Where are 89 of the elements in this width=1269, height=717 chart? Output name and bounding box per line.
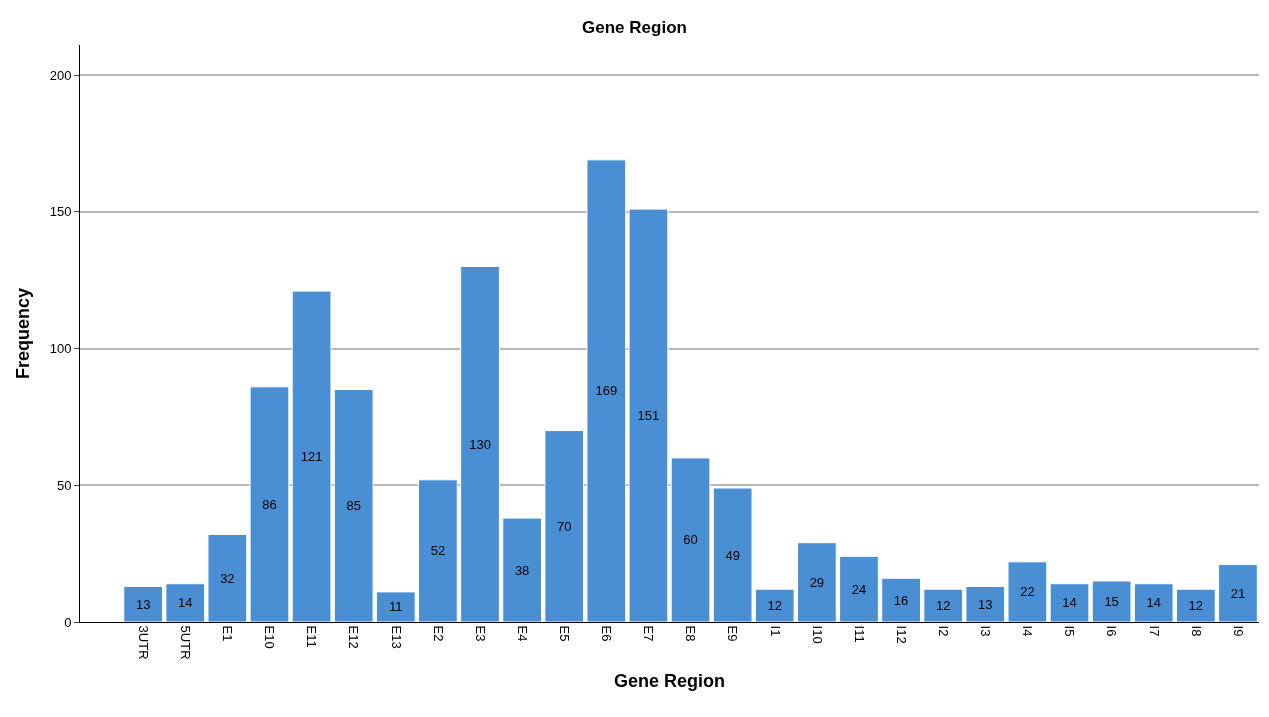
data-label: 151 <box>637 408 660 424</box>
x-tick-label: E6 <box>599 625 615 642</box>
x-tick-label: E9 <box>725 625 741 642</box>
x-tick-label: E5 <box>557 625 573 642</box>
data-label: 121 <box>300 449 323 465</box>
bar <box>249 386 290 622</box>
data-label: 14 <box>1062 595 1077 611</box>
x-tick-label: I4 <box>1020 625 1036 637</box>
y-tick-label: 150 <box>49 204 72 220</box>
y-tick-label: 0 <box>64 614 72 630</box>
data-label: 14 <box>1146 595 1161 611</box>
x-tick-label: E1 <box>220 625 236 642</box>
bar <box>1091 580 1132 622</box>
bar <box>1175 588 1216 622</box>
bar <box>502 517 542 622</box>
data-label: 14 <box>178 595 193 611</box>
x-tick-label: I6 <box>1104 625 1120 637</box>
x-tick-label: I3 <box>978 625 994 637</box>
x-tick-label: I1 <box>767 625 783 637</box>
bar <box>1007 561 1048 622</box>
data-label: 13 <box>135 596 151 612</box>
bar <box>544 430 585 622</box>
bar <box>712 487 753 622</box>
x-tick-label: I8 <box>1188 625 1204 637</box>
x-tick-label: E2 <box>430 625 446 642</box>
y-tick-label: 200 <box>49 67 72 83</box>
bar <box>333 389 374 622</box>
x-tick-label: E7 <box>641 625 657 642</box>
y-tick-label: 50 <box>56 477 72 493</box>
data-label: 52 <box>430 543 446 559</box>
data-label: 13 <box>978 596 993 612</box>
bar <box>628 208 669 622</box>
x-tick-label: E12 <box>346 625 362 649</box>
bar <box>797 542 837 622</box>
bar <box>460 266 500 622</box>
data-label: 16 <box>893 592 909 608</box>
x-tick-label: I11 <box>851 625 867 643</box>
data-label: 49 <box>725 547 740 563</box>
data-label: 70 <box>557 518 572 534</box>
y-tick-label: 100 <box>49 341 72 357</box>
bar <box>291 290 332 622</box>
data-label: 38 <box>514 562 530 578</box>
x-tick-label: E10 <box>262 625 278 649</box>
bar <box>965 585 1006 622</box>
data-label: 130 <box>469 436 491 452</box>
x-tick-label: I12 <box>893 625 909 644</box>
x-tick-label: E13 <box>388 625 404 649</box>
data-label: 22 <box>1020 584 1035 600</box>
data-label: 32 <box>220 570 235 586</box>
bar <box>1133 583 1174 622</box>
y-axis-title: Frequency <box>12 287 33 380</box>
data-label: 60 <box>683 532 698 548</box>
x-tick-label: E3 <box>472 625 488 642</box>
data-label: 29 <box>809 574 825 590</box>
chart-title: Gene Region <box>582 18 687 38</box>
x-tick-label: E4 <box>514 625 530 642</box>
bar <box>123 585 164 622</box>
data-label: 169 <box>595 383 618 399</box>
x-axis-title: Gene Region <box>613 670 726 691</box>
bar <box>375 591 416 622</box>
data-label: 11 <box>389 599 403 615</box>
x-tick-label: I9 <box>1230 625 1246 637</box>
data-label: 21 <box>1230 585 1246 601</box>
data-label: 24 <box>851 581 867 597</box>
x-tick-label: I10 <box>809 625 825 644</box>
bar <box>1049 583 1090 622</box>
x-tick-label: 5UTR <box>178 625 194 660</box>
bar <box>839 555 879 622</box>
bar <box>670 457 711 622</box>
bar <box>923 588 964 622</box>
data-label: 86 <box>262 496 277 512</box>
data-label: 12 <box>1188 598 1204 614</box>
x-tick-label: E8 <box>683 625 699 642</box>
x-tick-label: 3UTR <box>135 625 151 660</box>
bar <box>1218 564 1258 622</box>
bar <box>586 159 627 622</box>
bar <box>881 577 921 622</box>
data-label: 12 <box>935 598 951 614</box>
x-tick-label: E11 <box>304 625 320 648</box>
data-label: 12 <box>767 598 782 614</box>
x-tick-label: I2 <box>935 625 951 637</box>
bar <box>165 583 206 622</box>
bar <box>418 479 458 622</box>
x-tick-label: I5 <box>1062 625 1078 637</box>
data-label: 85 <box>346 498 361 514</box>
data-label: 15 <box>1104 593 1119 609</box>
x-tick-label: I7 <box>1146 625 1162 637</box>
bar <box>207 533 248 622</box>
bar <box>754 588 795 622</box>
